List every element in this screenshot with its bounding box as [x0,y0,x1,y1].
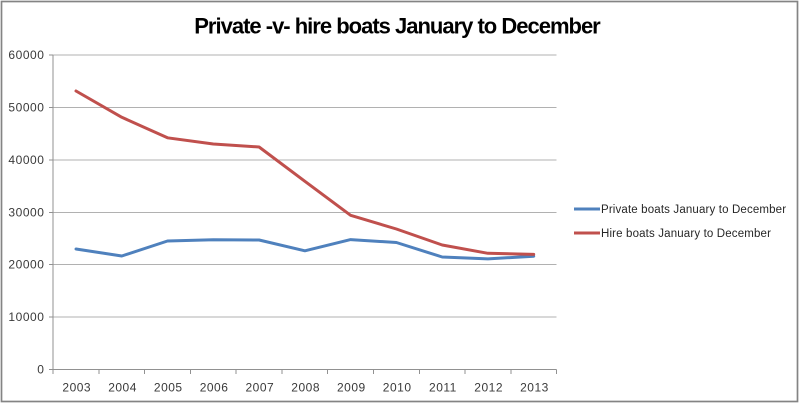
svg-text:2009: 2009 [337,381,366,395]
svg-text:2011: 2011 [429,381,457,395]
svg-text:2003: 2003 [62,381,91,395]
svg-text:60000: 60000 [8,48,44,62]
svg-text:40000: 40000 [8,153,44,167]
svg-text:Private -v- hire boats January: Private -v- hire boats January to Decemb… [194,14,601,39]
svg-text:2012: 2012 [474,381,503,395]
svg-text:Private boats January to Decem: Private boats January to December [601,204,786,216]
svg-text:2005: 2005 [154,381,183,395]
svg-text:2013: 2013 [520,381,549,395]
svg-text:20000: 20000 [8,258,44,272]
svg-text:2004: 2004 [108,381,137,395]
svg-text:30000: 30000 [8,206,44,220]
svg-text:2010: 2010 [383,381,412,395]
svg-text:50000: 50000 [8,101,44,115]
svg-text:2008: 2008 [291,381,320,395]
svg-text:10000: 10000 [8,310,44,324]
svg-text:Hire boats January to December: Hire boats January to December [601,228,771,240]
svg-text:2006: 2006 [200,381,229,395]
svg-text:2007: 2007 [245,381,274,395]
svg-text:0: 0 [37,363,44,377]
